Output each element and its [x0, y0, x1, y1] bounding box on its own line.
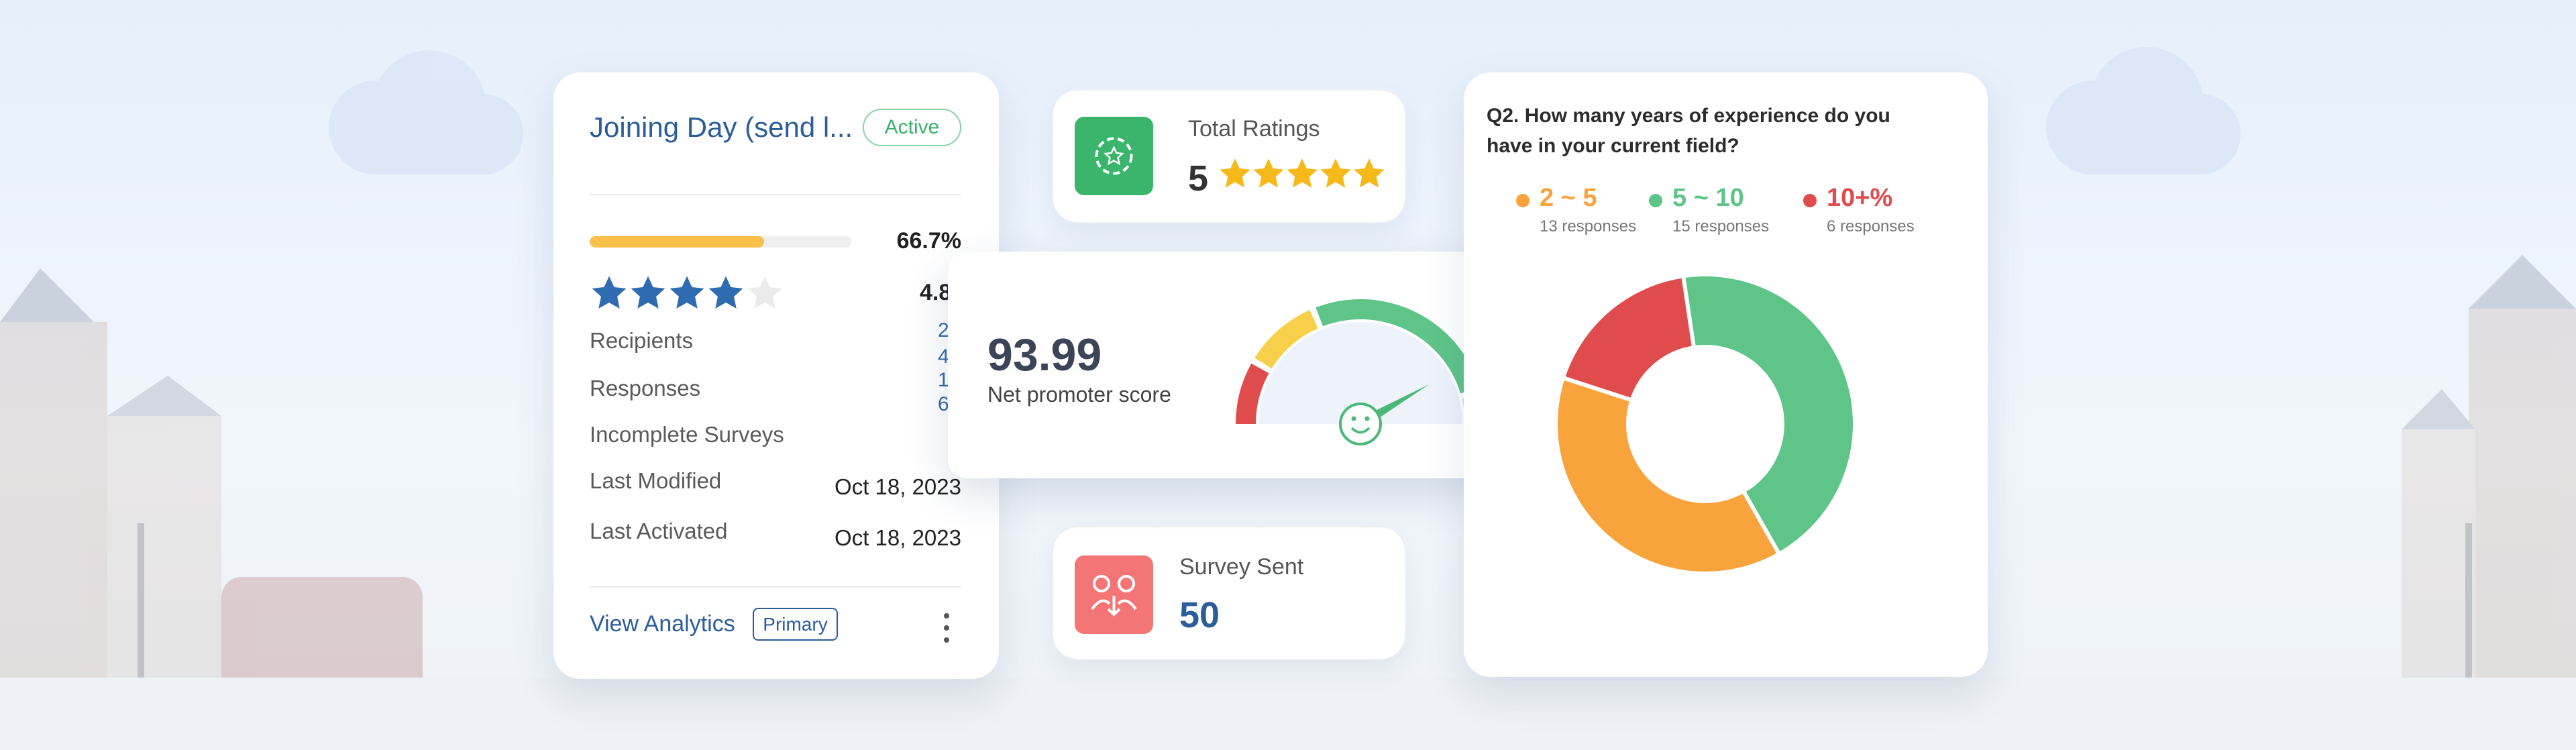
tag-pill: Primary: [753, 608, 838, 641]
question-title: Q2. How many years of experience do you …: [1487, 105, 1890, 157]
view-analytics-link[interactable]: View Analytics: [590, 611, 735, 637]
row-value: 2: [938, 319, 949, 341]
donut-slice: [1554, 375, 1782, 576]
donut-chart: [1554, 272, 1857, 576]
donut-slice: [1680, 272, 1857, 557]
nps-gauge: [1236, 299, 1485, 445]
date-value: Oct 18, 2023: [835, 474, 961, 499]
smiley-eye: [1351, 416, 1356, 421]
ratings-value: 5: [1188, 158, 1209, 199]
survey-sent-card: Survey Sent 50: [1053, 527, 1405, 659]
row-value: 1: [938, 369, 949, 391]
legend-dot: [1803, 194, 1817, 207]
divider: [590, 586, 961, 588]
rating-value: 4.8: [920, 280, 952, 305]
donut-slice: [1560, 274, 1697, 403]
buildings-right: [2402, 255, 2576, 718]
row-label: Recipients: [590, 328, 694, 353]
buildings-left: [0, 268, 423, 731]
nps-card: 93.99 Net promoter score: [948, 252, 1531, 478]
gauge-segment: [1254, 310, 1318, 369]
nps-value: 93.99: [987, 329, 1102, 380]
survey-card: Joining Day (send l... Active 66.7% 4.8 …: [553, 72, 999, 679]
date-value: Oct 18, 2023: [835, 525, 961, 550]
row-label: Responses: [590, 376, 701, 400]
survey-title: Joining Day (send l...: [590, 111, 853, 143]
sent-label: Survey Sent: [1179, 554, 1304, 580]
gauge-face: [1258, 322, 1462, 424]
status-pill: Active: [863, 109, 961, 146]
kebab-menu[interactable]: [941, 609, 952, 647]
ratings-icon: [1075, 117, 1153, 195]
legend-responses: 15 responses: [1672, 217, 1770, 235]
sent-value: 50: [1179, 595, 1220, 635]
legend-label: 5 ~ 10: [1672, 184, 1744, 212]
ratings-stars: [1220, 158, 1385, 188]
row-value: 6: [938, 393, 949, 415]
legend-dot: [1649, 194, 1662, 207]
progress-fill: [590, 236, 765, 248]
divider: [590, 194, 961, 195]
legend-dot: [1516, 194, 1529, 207]
legend-responses: 13 responses: [1540, 217, 1637, 235]
cloud-left: [329, 50, 523, 174]
gauge-segment: [1236, 363, 1269, 424]
rating-stars: [592, 276, 782, 309]
cloud-right: [2046, 47, 2241, 174]
ratings-label: Total Ratings: [1188, 116, 1320, 142]
completion-label: 66.7%: [896, 228, 961, 254]
total-ratings-card: Total Ratings 5: [1053, 91, 1405, 222]
gauge-smiley: [1339, 403, 1382, 445]
legend-label: 2 ~ 5: [1540, 184, 1597, 212]
legend-responses: 6 responses: [1827, 217, 1915, 235]
smiley-mouth: [1350, 427, 1371, 434]
legend-label: 10+%: [1827, 184, 1893, 212]
road: [0, 678, 2576, 750]
question-card: Q2. How many years of experience do you …: [1464, 72, 1988, 677]
smiley-eye: [1364, 416, 1370, 421]
progress-track: [590, 236, 851, 248]
gauge-segment: [1316, 299, 1480, 394]
date-label: Last Modified: [590, 468, 722, 493]
sent-icon: [1075, 555, 1153, 634]
nps-label: Net promoter score: [987, 382, 1171, 407]
date-label: Last Activated: [590, 519, 728, 543]
row-label: Incomplete Surveys: [590, 422, 784, 447]
row-value: 4: [938, 345, 949, 368]
